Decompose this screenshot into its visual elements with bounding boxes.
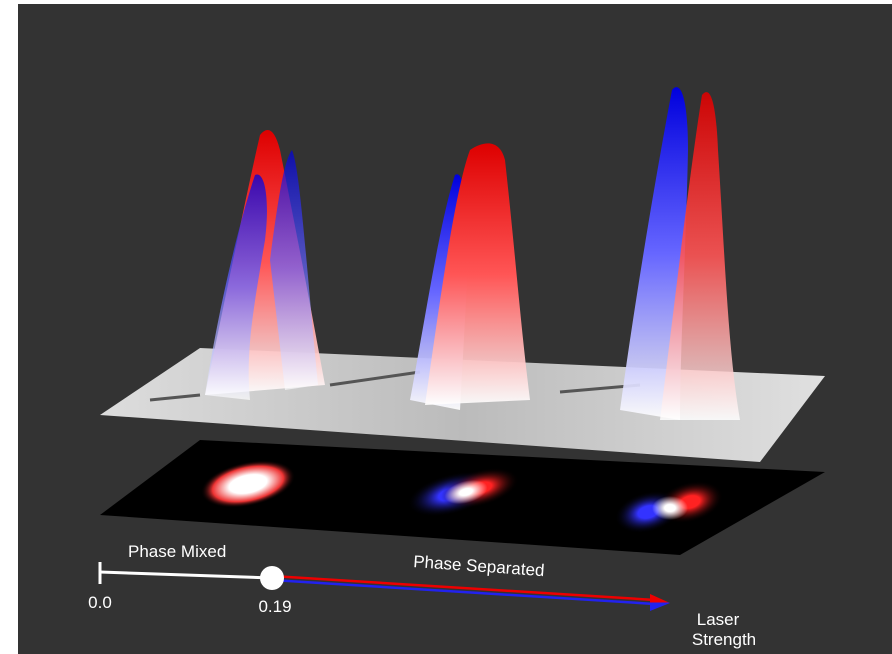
axis-label: Laser bbox=[697, 610, 740, 629]
transition-point bbox=[260, 566, 284, 590]
scale-label: 0.0 bbox=[88, 593, 112, 612]
region-label: Phase Mixed bbox=[128, 542, 226, 561]
density-blob bbox=[652, 496, 688, 520]
scale-label: 0.19 bbox=[258, 597, 291, 616]
axis-label: Strength bbox=[692, 630, 756, 649]
figure: Phase Mixed Phase Separated 0.0 0.19 Las… bbox=[0, 0, 892, 654]
